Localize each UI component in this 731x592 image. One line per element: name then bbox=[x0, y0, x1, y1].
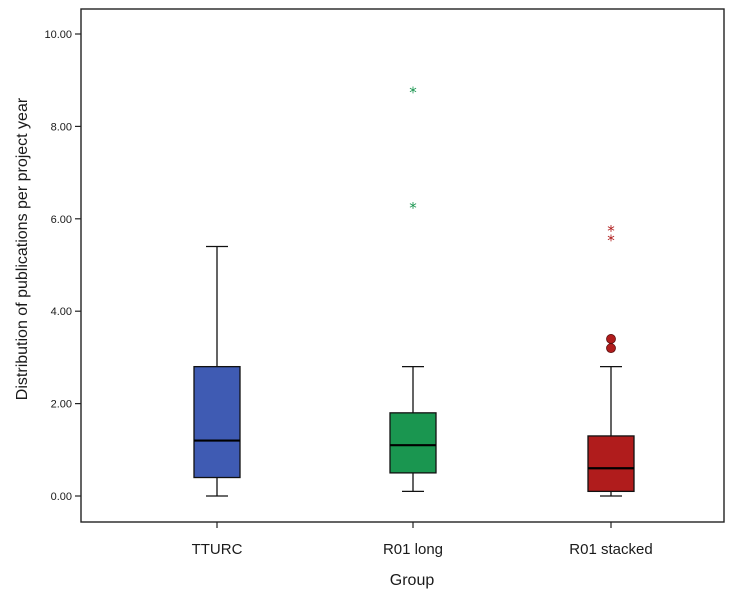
y-tick-label: 8.00 bbox=[51, 121, 72, 133]
y-tick-label: 10.00 bbox=[44, 29, 72, 41]
box-group-tturc bbox=[193, 245, 241, 497]
y-tick-label: 4.00 bbox=[51, 306, 72, 318]
x-axis-title: Group bbox=[390, 572, 435, 589]
y-axis-title: Distribution of publications per project… bbox=[14, 97, 31, 400]
y-tick-label: 6.00 bbox=[51, 214, 72, 226]
box-group-r01-long: ** bbox=[389, 83, 437, 493]
box-iqr bbox=[587, 435, 635, 493]
box-iqr bbox=[193, 365, 241, 479]
extreme-point: * bbox=[409, 199, 417, 217]
outlier-point bbox=[606, 334, 616, 344]
x-tick-label: R01 stacked bbox=[569, 541, 652, 558]
x-axis: TTURC R01 long R01 stacked bbox=[192, 522, 653, 558]
extreme-point: * bbox=[607, 222, 615, 240]
box-iqr bbox=[389, 412, 437, 474]
extreme-point: * bbox=[607, 231, 615, 249]
y-tick-label: 2.00 bbox=[51, 399, 72, 411]
extreme-point: * bbox=[409, 83, 417, 101]
y-tick-label: 0.00 bbox=[51, 491, 72, 503]
box-group-r01-stacked: ** bbox=[587, 222, 635, 497]
boxes: **** bbox=[193, 83, 635, 497]
outlier-point bbox=[606, 343, 616, 354]
x-tick-label: R01 long bbox=[383, 541, 443, 558]
x-tick-label: TTURC bbox=[192, 541, 243, 558]
y-axis: 0.00 2.00 4.00 6.00 8.00 10.00 bbox=[44, 29, 81, 503]
